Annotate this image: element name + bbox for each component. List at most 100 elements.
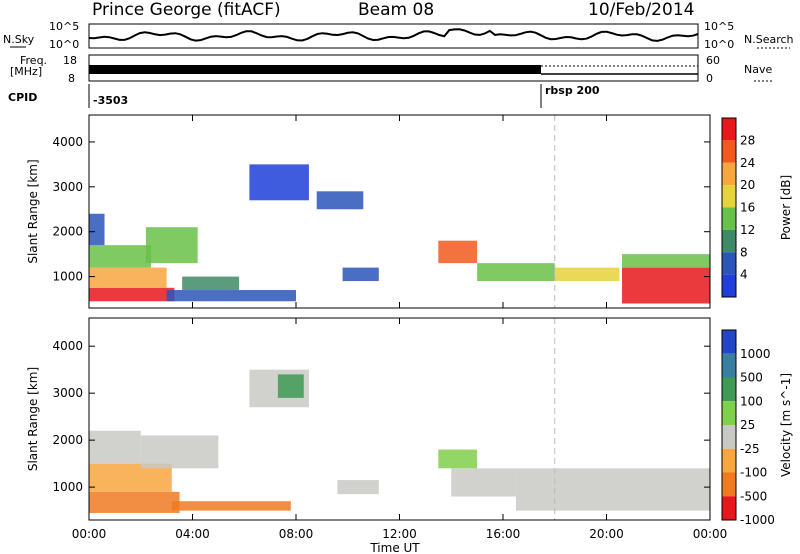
velocity-panel: 1000 2000 3000 4000 Slant Range [km] [26, 317, 711, 521]
freq-scale-hi: 18 [63, 54, 77, 67]
nave-scale-hi: 60 [706, 54, 720, 67]
y-tick-label: 1000 [52, 480, 83, 494]
beam-title: Beam 08 [358, 0, 434, 20]
data-region-12 [554, 267, 620, 282]
colorbar-tick-label: 500 [740, 371, 763, 385]
x-tick-label: 00:00 [72, 527, 107, 541]
colorbar-tick-label: -25 [740, 442, 760, 456]
x-tick-label: 00:00 [693, 527, 728, 541]
colorbar-tick-label: -100 [740, 466, 767, 480]
y-axis-label: Slant Range [km] [26, 367, 40, 471]
nave-scale-lo: 0 [706, 72, 713, 85]
colorbar-label: Velocity [m s^-1] [779, 373, 793, 477]
colorbar-tick-label: 25 [740, 418, 755, 432]
power-panel: 1000 2000 3000 4000 Slant Range [km] [26, 114, 711, 309]
power-colorbar: 28 24 20 16 12 8 4 Power [dB] [721, 117, 793, 298]
noise-scale-hi-right: 10^5 [704, 20, 734, 33]
colorbar-tick-label: 100 [740, 394, 763, 408]
colorbar-tick-label: -1000 [740, 513, 775, 527]
nsky-label: N.Sky [3, 33, 35, 46]
colorbar-tick-label: 1000 [740, 347, 771, 361]
data-region-14 [622, 254, 710, 268]
colorbar-tick-label: 16 [740, 201, 755, 215]
velocity-colorbar: 1000 500 100 25 -25 -100 -500 -1000 Velocity [m … [721, 329, 793, 527]
data-region-10 [515, 468, 710, 511]
noise-scale-lo-left: 10^0 [49, 38, 79, 51]
data-region-9 [451, 468, 516, 497]
x-tick-label: 20:00 [589, 527, 624, 541]
y-tick-label: 2000 [52, 433, 83, 447]
colorbar-swatch [722, 401, 736, 425]
colorbar-swatch [722, 252, 736, 275]
cpid-value-1: -3503 [93, 94, 128, 107]
colorbar-tick-label: 20 [740, 178, 755, 192]
data-region-8 [438, 449, 478, 469]
freq-label-2: [MHz] [10, 65, 42, 78]
colorbar-swatch [722, 496, 736, 520]
cpid-value-2: rbsp 200 [545, 84, 600, 97]
data-region-2 [89, 430, 141, 464]
data-region-7 [337, 480, 379, 495]
colorbar-swatch [722, 472, 736, 497]
y-tick-label: 4000 [52, 339, 83, 353]
data-region-0 [89, 491, 180, 513]
colorbar-frame [721, 117, 737, 298]
nave-label: Nave [744, 63, 772, 76]
data-region-9 [342, 267, 379, 282]
colorbar-swatch [722, 377, 736, 402]
colorbar-swatch [722, 353, 736, 378]
colorbar-frame [721, 329, 737, 521]
colorbar-swatch [722, 140, 736, 163]
noise-scale-lo-right: 10^0 [704, 38, 734, 51]
data-region-13 [622, 267, 710, 304]
data-region-6 [277, 374, 304, 398]
colorbar-swatch [722, 118, 736, 141]
colorbar-swatch [722, 229, 736, 253]
freq-label-1: Freq. [20, 54, 47, 67]
colorbar-swatch [722, 274, 736, 297]
noise-scale-hi-left: 10^5 [49, 20, 79, 33]
colorbar-tick-label: 12 [740, 223, 755, 237]
colorbar-swatch [722, 162, 736, 186]
data-region-6 [182, 276, 240, 291]
colorbar-swatch [722, 185, 736, 208]
data-region-8 [316, 191, 364, 210]
station-title: Prince George (fitACF) [92, 0, 281, 20]
y-tick-label: 1000 [52, 270, 83, 284]
colorbar-tick-label: 28 [740, 133, 755, 147]
data-region-7 [249, 164, 309, 201]
data-region-4 [145, 227, 198, 264]
nsearch-label: N.Search [744, 33, 794, 46]
colorbar-swatch [722, 207, 736, 230]
y-axis-label: Slant Range [km] [26, 159, 40, 263]
data-region-2 [89, 245, 152, 268]
data-region-11 [477, 263, 555, 282]
time-axis: 00:00 04:00 08:00 12:00 16:00 20:00 00:00 Time … [72, 527, 728, 554]
data-region-1 [89, 267, 167, 288]
noise-panel-frame [88, 23, 699, 49]
colorbar-swatch [722, 330, 736, 354]
data-region-3 [140, 435, 219, 469]
data-region-5 [166, 290, 296, 302]
date-title: 10/Feb/2014 [588, 0, 694, 20]
freq-bar [89, 65, 541, 74]
x-axis-label: Time UT [369, 541, 420, 554]
cpid-label: CPID [8, 91, 37, 104]
colorbar-label: Power [dB] [779, 175, 793, 240]
data-region-3 [89, 213, 105, 246]
x-tick-label: 16:00 [486, 527, 521, 541]
y-tick-label: 4000 [52, 135, 83, 149]
y-tick-label: 3000 [52, 180, 83, 194]
colorbar-tick-label: 8 [740, 245, 748, 259]
noise-trace [88, 28, 699, 42]
y-tick-label: 2000 [52, 225, 83, 239]
colorbar-tick-label: 24 [740, 156, 755, 170]
colorbar-tick-label: 4 [740, 268, 748, 282]
colorbar-tick-label: -500 [740, 489, 767, 503]
freq-scale-lo: 8 [68, 72, 75, 85]
data-region-4 [171, 501, 291, 511]
colorbar-swatch [722, 448, 736, 473]
y-tick-label: 3000 [52, 386, 83, 400]
x-tick-label: 12:00 [382, 527, 417, 541]
